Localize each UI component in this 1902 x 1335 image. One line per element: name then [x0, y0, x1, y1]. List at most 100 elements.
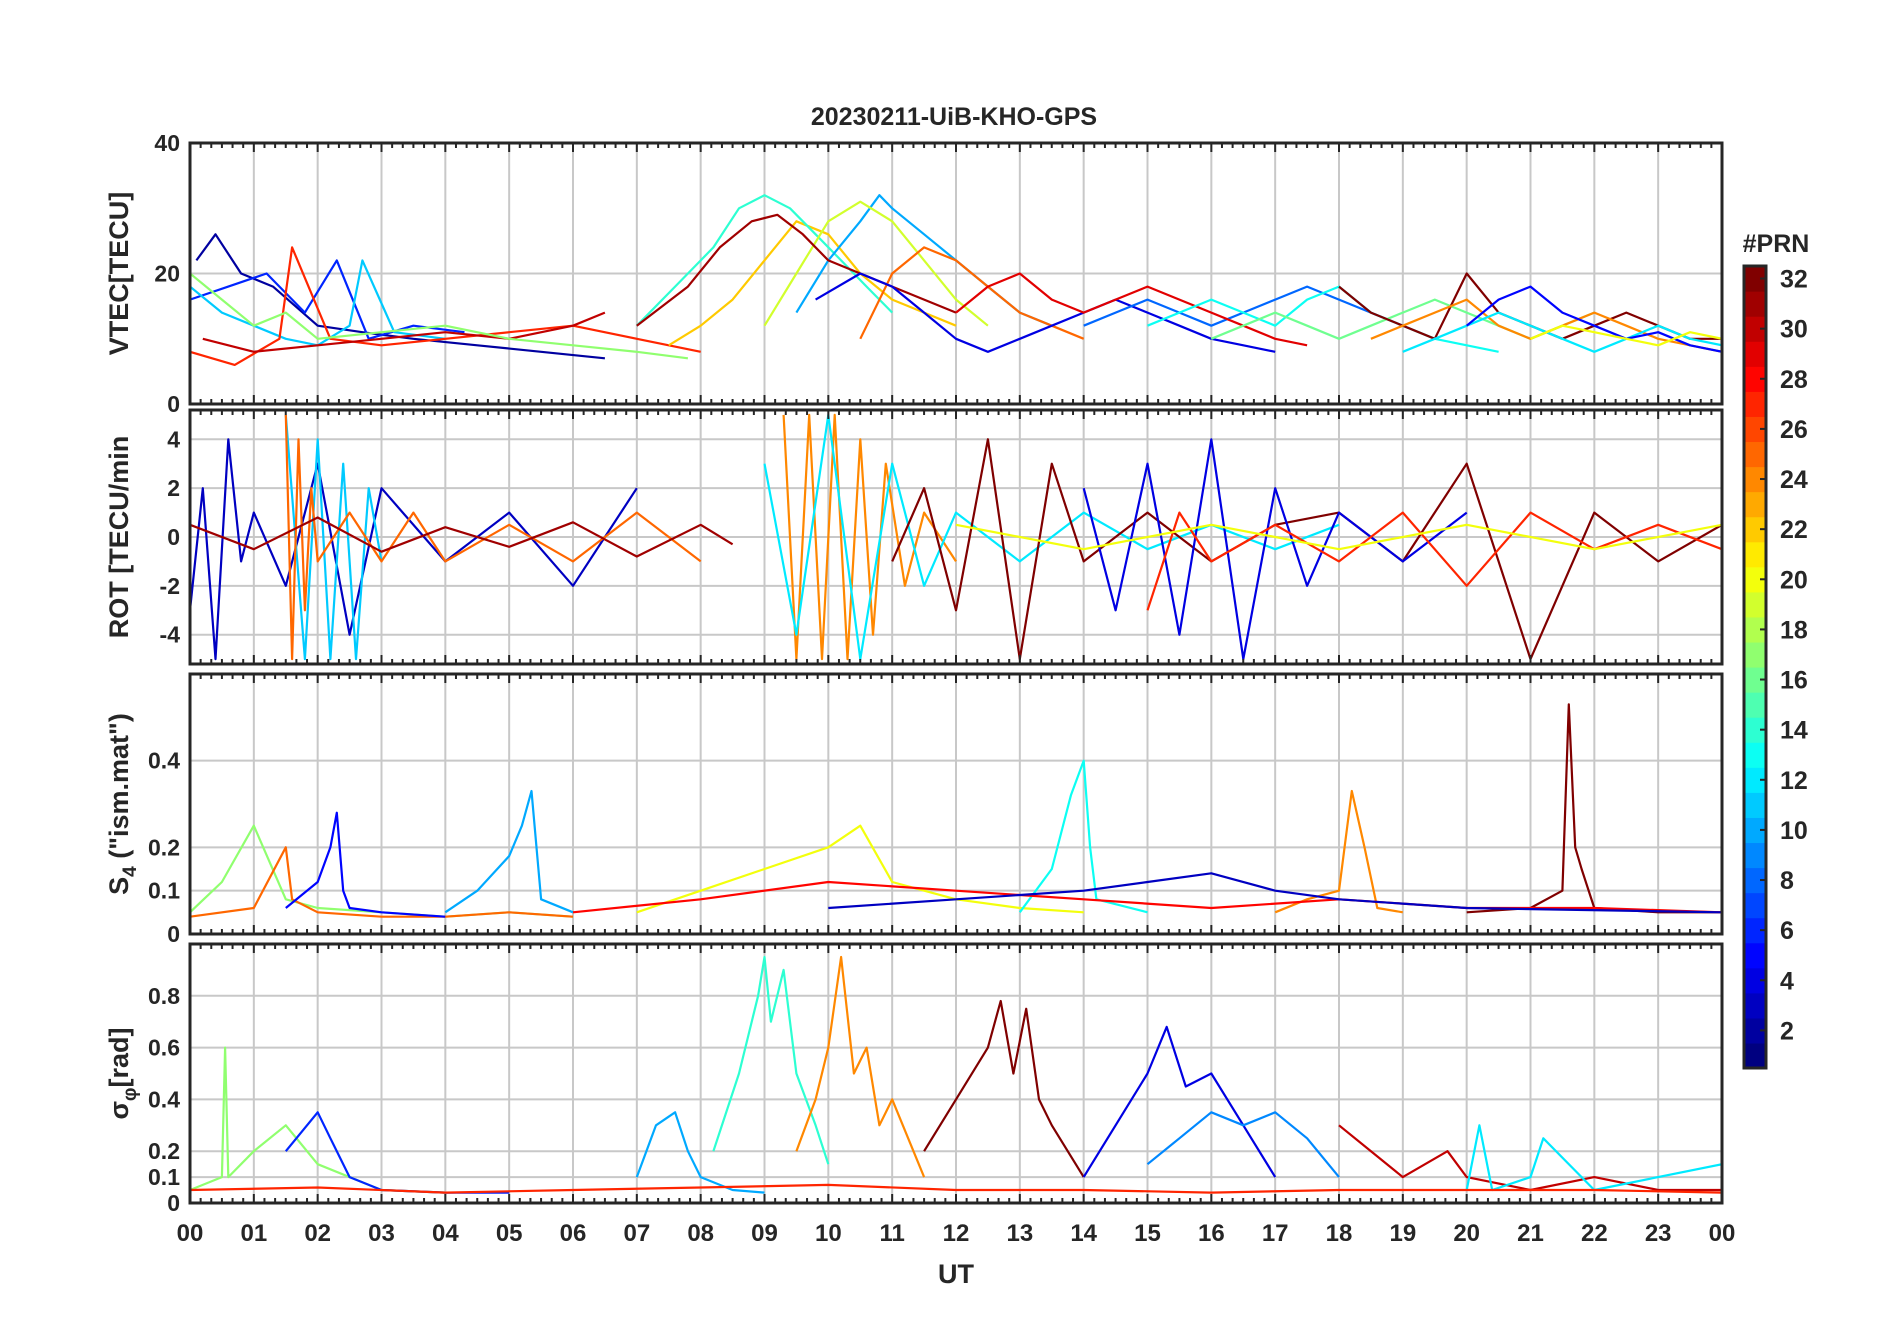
colorbar-tick-label: 28	[1780, 366, 1808, 394]
series-group	[190, 703, 1722, 918]
colorbar-tick-label: 2	[1780, 1017, 1794, 1045]
y-tick-label: 0	[167, 921, 180, 947]
x-axis-label: UT	[938, 1259, 974, 1289]
series-line-prn-31	[636, 213, 957, 327]
x-tick-label: 06	[560, 1220, 587, 1247]
x-tick-label: 01	[240, 1220, 267, 1247]
y-tick-label: -4	[160, 622, 181, 648]
y-axis-label: S4 ("ism.mat")	[104, 713, 141, 895]
colorbar-segment	[1744, 341, 1766, 367]
colorbar-tick-label: 16	[1780, 667, 1808, 695]
series-group	[190, 955, 1722, 1194]
y-axis-label: VTEC[TECU]	[104, 192, 134, 356]
y-tick-label: 0.2	[148, 1138, 180, 1164]
colorbar-segment	[1744, 917, 1766, 944]
x-tick-label: 19	[1389, 1220, 1416, 1247]
colorbar-title: #PRN	[1743, 230, 1810, 258]
y-axis-label-rest: [rad]	[104, 1027, 134, 1087]
colorbar-segment	[1744, 667, 1766, 693]
y-axis-label-main: σ	[104, 1101, 134, 1119]
colorbar-segment	[1744, 441, 1766, 468]
colorbar-tick-label: 30	[1780, 316, 1808, 344]
x-tick-label: 00	[1709, 1220, 1736, 1247]
series-line-prn-24	[782, 413, 957, 661]
series-line-prn-14	[712, 955, 830, 1165]
series-line-prn-32	[923, 999, 1085, 1178]
panel-s4: 0 0.1 0.2 0.4 S4 ("ism.mat")	[104, 672, 1724, 947]
y-axis-label-sub: 4	[120, 866, 141, 877]
colorbar-tick-label: 26	[1780, 416, 1808, 444]
colorbar-segment	[1744, 892, 1766, 919]
colorbar-segment	[1744, 316, 1766, 342]
colorbar-segment	[1744, 391, 1766, 417]
y-tick-label: 40	[154, 130, 180, 156]
series-line-prn-30	[1338, 1124, 1722, 1192]
panel-sigma_phi: 00.10.2 0.4 0.6 0.8 σφ[rad]	[104, 942, 1724, 1216]
colorbar-tick-label: 10	[1780, 817, 1808, 845]
colorbar-tick-label: 22	[1780, 516, 1808, 544]
x-tick-label: 20	[1453, 1220, 1480, 1247]
series-line-prn-10	[444, 789, 574, 914]
x-tick-label: 13	[1006, 1220, 1033, 1247]
colorbar-tick-label: 24	[1780, 466, 1808, 494]
y-tick-label: 0.4	[148, 748, 180, 774]
series-line-prn-9	[1146, 1111, 1340, 1178]
colorbar-segment	[1744, 692, 1766, 718]
colorbar-segment	[1744, 717, 1766, 743]
series-group	[190, 194, 1722, 366]
x-tick-label: 05	[496, 1220, 523, 1247]
series-line-prn-2	[195, 233, 606, 360]
colorbar-segment	[1744, 792, 1766, 818]
series-line-prn-20	[636, 824, 1084, 914]
y-axis-label-sub: φ	[120, 1087, 141, 1101]
series-line-prn-25	[284, 414, 702, 661]
colorbar-tick-label: 6	[1780, 917, 1794, 945]
colorbar-segment	[1744, 566, 1766, 593]
x-tick-label: 02	[304, 1220, 331, 1247]
colorbar-segment	[1744, 516, 1766, 543]
colorbar-segment	[1744, 266, 1766, 292]
colorbar-tick-label: 14	[1780, 717, 1808, 745]
x-tick-label: 17	[1262, 1220, 1289, 1247]
x-tick-label: 00	[177, 1220, 204, 1247]
series-line-prn-27	[190, 246, 701, 366]
colorbar-segment	[1744, 992, 1766, 1019]
y-tick-label: 0.8	[148, 983, 180, 1009]
y-tick-label: 0.6	[148, 1035, 180, 1061]
y-tick-label: 0.1	[148, 1164, 180, 1190]
x-tick-label: 09	[751, 1220, 778, 1247]
x-axis: 00 01 02 03 04 05 06 07 08 09 10 11 12 13 14 15 16 17 18 19…	[177, 1220, 1736, 1289]
figure-title: 20230211-UiB-KHO-GPS	[811, 103, 1097, 131]
y-tick-label: 0.2	[148, 834, 180, 860]
y-axis-label-main: S	[104, 877, 134, 895]
colorbar-tick-label: 20	[1780, 566, 1808, 594]
series-line-prn-4	[1082, 1025, 1277, 1178]
series-line-prn-25	[859, 246, 1085, 340]
y-tick-label: 0	[167, 524, 180, 550]
x-tick-label: 12	[943, 1220, 970, 1247]
series-line-prn-29	[955, 272, 1308, 347]
x-tick-label: 14	[1070, 1220, 1097, 1247]
series-line-prn-12	[1402, 311, 1722, 353]
series-group	[190, 413, 1722, 661]
y-axis-label-rest: ("ism.mat")	[104, 713, 134, 866]
series-line-prn-4	[815, 272, 1276, 353]
series-line-prn-14	[636, 194, 893, 327]
y-tick-label: 0.1	[148, 878, 180, 904]
series-line-prn-30	[202, 311, 606, 353]
y-tick-label: 0.4	[148, 1086, 180, 1112]
colorbar-tick-label: 32	[1780, 266, 1808, 294]
x-tick-label: 11	[879, 1220, 904, 1247]
x-tick-label: 03	[368, 1220, 395, 1247]
colorbar-segment	[1744, 291, 1766, 317]
y-tick-label: -2	[160, 573, 180, 599]
colorbar-segment	[1744, 641, 1766, 668]
series-line-prn-27	[1146, 511, 1722, 611]
series-line-prn-6	[190, 259, 465, 340]
series-line-prn-27	[190, 1183, 1722, 1194]
colorbar-segment	[1744, 1017, 1766, 1044]
x-tick-label: 18	[1326, 1220, 1353, 1247]
